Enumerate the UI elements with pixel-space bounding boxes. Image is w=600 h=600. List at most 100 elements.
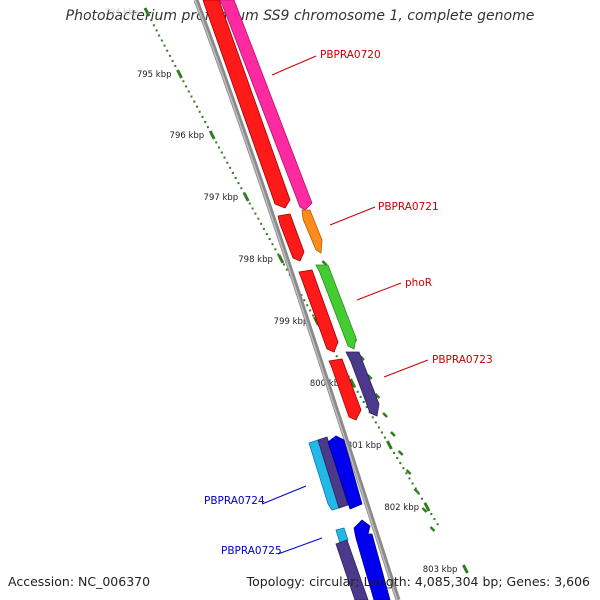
backbone [193,0,401,600]
ruler-tick-label: 799 kbp [274,317,309,327]
gene-feature[interactable] [317,436,349,509]
cds-arrow-red-4[interactable] [328,358,362,421]
outer-ruler-tick [390,431,396,437]
ruler-tick-label: 802 kbp [384,503,419,513]
ruler-minor-tick [248,202,251,205]
outer-ruler-tick [321,260,328,266]
cds-arrow-blue-rev-2[interactable] [353,519,391,600]
cds-arrow-pbpra0725[interactable] [335,527,349,544]
ruler-minor-tick [182,80,185,83]
leader-lines [261,55,429,555]
ruler-minor-tick [158,34,161,37]
ruler-minor-tick [196,105,198,108]
gene-label-phor[interactable]: phoR [405,277,432,289]
ruler-tick-label: 803 kbp [423,565,458,575]
ruler-minor-tick [417,492,420,495]
ruler-minor-tick [152,24,155,27]
ruler-minor-tick [405,472,408,475]
gene-label-pbpra0723[interactable]: PBPRA0723 [432,354,493,366]
ruler-minor-tick [306,304,309,307]
ruler-major-tick [349,378,356,388]
gene-feature[interactable] [298,269,339,353]
gene-feature[interactable] [335,527,349,544]
gene-label-pbpra0720[interactable]: PBPRA0720 [320,49,381,61]
genome-stats-text: Topology: circular; Length: 4,085,304 bp… [246,574,590,589]
gene-feature[interactable] [277,213,305,262]
ruler-minor-tick [198,110,201,113]
ruler-minor-tick [335,355,338,358]
ruler-minor-tick [201,115,204,118]
cds-arrow-purple-rev-2[interactable] [335,539,369,600]
ruler-tick-label: 795 kbp [137,70,172,80]
ruler-minor-tick [240,187,243,190]
cds-arrow-pbpra0721[interactable] [301,209,323,254]
accession-text: Accession: NC_006370 [8,574,151,589]
gene-label-pbpra0724[interactable]: PBPRA0724 [204,495,265,507]
ruler-minor-tick [174,65,177,67]
backbone-highlight [194,0,398,600]
ruler-major-tick [208,130,216,140]
outer-ruler-tick [429,526,436,532]
ruler-minor-tick [265,233,268,235]
ruler-major-tick [277,254,285,264]
ruler-minor-tick [408,477,411,480]
ruler-minor-tick [226,161,229,164]
gene-feature[interactable] [327,435,363,510]
ruler-minor-tick [229,166,232,169]
gene-feature[interactable] [353,519,391,600]
gene-feature[interactable] [202,0,291,209]
cds-arrow-red-3[interactable] [298,269,339,353]
gene-feature[interactable] [315,264,357,350]
gene-feature[interactable] [328,358,362,421]
cds-arrow-pbpra0723[interactable] [345,351,380,417]
ruler-minor-tick [380,431,383,434]
ruler-minor-tick [262,227,265,230]
ruler-major-tick [423,502,431,512]
ruler-major-tick [242,192,250,202]
cds-arrow-blue-rev-1[interactable] [327,435,363,510]
ruler-major-tick [462,564,469,574]
cds-arrow-pbpra0724[interactable] [308,439,340,511]
ruler-minor-tick [231,171,234,174]
ruler-minor-tick [168,54,171,57]
ruler-minor-tick [163,44,166,47]
outer-ruler-tick [413,488,420,494]
cds-arrow-red-1[interactable] [202,0,291,209]
ruler-minor-tick [396,457,399,459]
cds-arrow-red-2[interactable] [277,213,305,262]
cds-arrow-phor[interactable] [315,264,357,350]
ruler-minor-tick [271,243,274,246]
ruler-minor-tick [274,248,277,251]
ruler-minor-tick [377,426,380,429]
ruler-minor-tick [251,207,254,210]
ruler-minor-tick [257,217,260,220]
gene-label-pbpra0721[interactable]: PBPRA0721 [378,201,439,213]
ruler-tick-label: 801 kbp [347,441,382,451]
ruler-minor-tick [268,238,271,241]
gene-label-pbpra0725[interactable]: PBPRA0725 [221,545,282,557]
ruler-minor-tick [150,19,153,22]
ruler-minor-tick [374,421,377,424]
ruler-tick-label: 796 kbp [170,131,205,141]
ruler-minor-tick [220,151,223,154]
ruler-minor-tick [155,29,158,32]
ruler-minor-tick [237,182,240,185]
ruler-minor-tick [166,49,169,52]
outer-ruler-tick [421,507,428,513]
outer-ruler-tick [382,412,388,418]
outer-ruler-tick [397,450,404,456]
cds-arrow-purple-rev[interactable] [317,436,349,509]
backbone-line [193,0,401,600]
ruler-minor-tick [362,401,365,403]
ruler-minor-tick [399,462,402,465]
gene-feature[interactable] [308,439,340,511]
ruler-minor-tick [436,523,439,526]
ruler-minor-tick [285,268,288,271]
ruler-minor-tick [283,263,285,266]
ruler-minor-tick [277,253,280,256]
gene-feature[interactable] [301,209,323,254]
ruler-tick-label: 798 kbp [238,255,273,265]
gene-feature[interactable] [335,539,369,600]
gene-feature[interactable] [345,351,380,417]
